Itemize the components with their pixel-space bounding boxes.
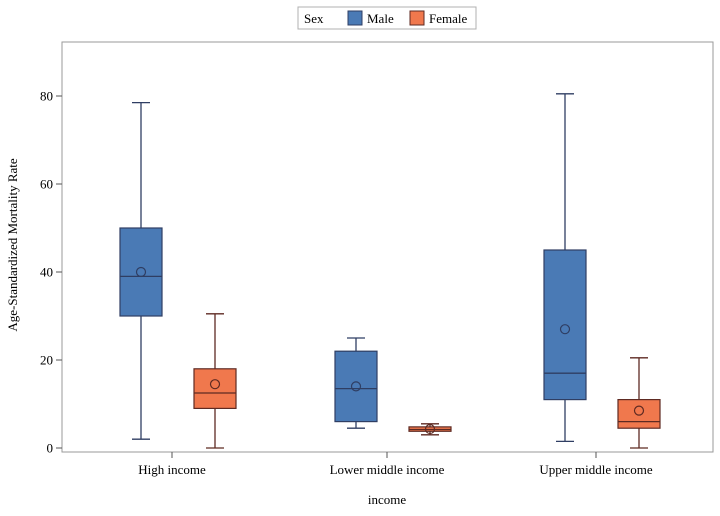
legend: Sex Male Female [297, 6, 477, 30]
mean-marker [424, 423, 436, 435]
y-tick-label-20: 20 [40, 353, 53, 368]
x-tick-label: Lower middle income [330, 462, 445, 477]
mean-marker [559, 324, 571, 335]
mean-marker [633, 405, 645, 416]
x-axis-title: income [368, 492, 406, 507]
box-male-2 [543, 93, 587, 443]
iqr-box [119, 227, 163, 317]
y-axis-title: Age-Standardized Mortality Rate [5, 158, 20, 332]
box-series [119, 93, 661, 449]
legend-swatch-male [347, 10, 363, 26]
legend-frame [297, 6, 477, 30]
y-tick-label-40: 40 [40, 265, 53, 280]
y-tick-label-0: 0 [47, 441, 54, 456]
box-female-0 [193, 313, 237, 449]
x-tick-label: High income [138, 462, 206, 477]
legend-label-male: Male [367, 11, 394, 26]
y-axis: 0 20 40 60 80 [40, 89, 62, 456]
legend-label-female: Female [429, 11, 467, 26]
mean-marker [135, 266, 147, 278]
box-female-1 [408, 423, 452, 436]
y-tick-label-60: 60 [40, 177, 53, 192]
y-tick-label-80: 80 [40, 89, 53, 104]
legend-swatch-female [409, 10, 425, 26]
mean-marker [209, 379, 221, 390]
iqr-box [334, 350, 378, 423]
box-male-0 [119, 101, 163, 440]
plot-area [61, 41, 714, 453]
iqr-box [617, 399, 661, 429]
mean-marker [350, 381, 362, 392]
x-axis: High income Lower middle income Upper midd… [138, 452, 653, 477]
x-tick-label: Upper middle income [539, 462, 653, 477]
box-male-1 [334, 337, 378, 429]
legend-title: Sex [304, 11, 324, 26]
box-female-2 [617, 357, 661, 449]
